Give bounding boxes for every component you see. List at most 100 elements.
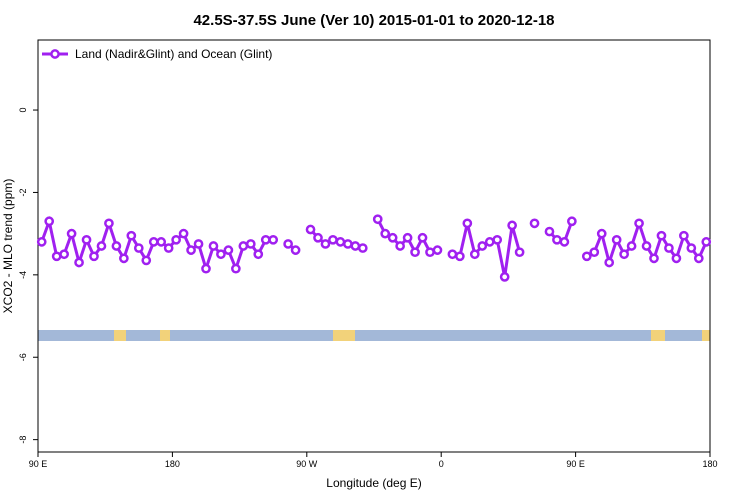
data-point (59, 249, 69, 260)
x-tick-label: 90 E (566, 459, 585, 469)
data-point (701, 237, 712, 247)
data-point (186, 245, 196, 255)
data-point (649, 253, 659, 264)
data-point (357, 243, 368, 253)
data-point (567, 216, 577, 227)
data-point (656, 230, 667, 241)
data-point (44, 216, 55, 227)
data-point (171, 234, 181, 245)
data-point (208, 241, 219, 251)
y-tick-label: -8 (18, 436, 28, 444)
data-point (372, 214, 383, 225)
data-point (335, 237, 346, 247)
data-point (223, 245, 234, 255)
data-point (89, 251, 99, 262)
data-point (634, 218, 644, 229)
data-point (589, 247, 600, 258)
data-point (253, 249, 264, 260)
data-point (96, 241, 107, 251)
data-point (544, 226, 555, 237)
y-axis-label: XCO2 - MLO trend (ppm) (1, 179, 15, 314)
data-point (305, 224, 316, 235)
data-point (529, 218, 540, 229)
data-point (410, 247, 420, 258)
data-point (484, 237, 495, 247)
data-point (328, 234, 338, 245)
data-point (148, 237, 159, 247)
data-point (641, 241, 652, 251)
data-point (671, 253, 682, 264)
data-point (74, 257, 84, 268)
y-tick-label: -2 (18, 188, 28, 196)
y-tick-label: 0 (18, 108, 28, 113)
data-point (163, 243, 174, 253)
data-point (469, 249, 480, 260)
data-point (290, 245, 301, 255)
data-point (686, 243, 697, 253)
data-point (402, 232, 413, 243)
data-point (693, 253, 704, 264)
data-point (104, 218, 114, 229)
data-point (66, 228, 77, 239)
x-tick-label: 90 E (29, 459, 48, 469)
x-tick-label: 0 (439, 459, 444, 469)
data-point (133, 243, 144, 253)
data-point (231, 263, 241, 274)
data-point (492, 234, 503, 245)
data-point (201, 263, 211, 274)
data-point (380, 228, 391, 239)
data-point (664, 243, 674, 253)
data-point (141, 255, 152, 266)
data-point (156, 237, 167, 247)
x-tick-label: 90 W (296, 459, 318, 469)
x-axis-label: Longitude (deg E) (326, 476, 421, 490)
data-point (462, 218, 473, 229)
data-point (604, 257, 615, 268)
data-point (36, 237, 47, 247)
data-point (387, 232, 398, 243)
data-point (268, 234, 279, 245)
data-point (193, 239, 204, 249)
data-point (51, 251, 62, 262)
data-point (559, 237, 570, 247)
plot-frame (37, 39, 711, 453)
data-point (499, 272, 510, 282)
data-point (417, 232, 428, 243)
data-point (514, 247, 525, 258)
data-point (126, 230, 137, 241)
data-point (395, 241, 405, 251)
data-point (320, 239, 331, 249)
data-point (447, 249, 458, 260)
data-point (619, 249, 629, 260)
data-point (260, 234, 271, 245)
legend-label: Land (Nadir&Glint) and Ocean (Glint) (75, 47, 272, 61)
data-point (216, 249, 226, 260)
data-point (432, 245, 443, 255)
data-point (238, 241, 249, 251)
x-tick-label: 180 (702, 459, 717, 469)
chart-title: 42.5S-37.5S June (Ver 10) 2015-01-01 to … (193, 12, 554, 29)
data-point (611, 234, 622, 245)
data-point (581, 251, 592, 262)
data-point (343, 239, 353, 249)
data-point (425, 247, 435, 258)
legend-marker (50, 49, 60, 59)
data-point (552, 234, 562, 245)
data-point (313, 232, 323, 243)
data-point (283, 239, 293, 249)
y-tick-label: -4 (18, 271, 28, 279)
data-point (455, 251, 465, 262)
data-point (111, 241, 122, 251)
data-point (350, 241, 361, 251)
data-point (507, 220, 517, 231)
data-point (596, 228, 607, 239)
surface-band (38, 330, 710, 341)
data-point (626, 241, 637, 251)
data-point (119, 253, 129, 264)
data-point (81, 234, 92, 245)
data-point (477, 241, 488, 251)
x-tick-label: 180 (165, 459, 180, 469)
data-point (178, 228, 189, 239)
data-point (245, 239, 256, 249)
